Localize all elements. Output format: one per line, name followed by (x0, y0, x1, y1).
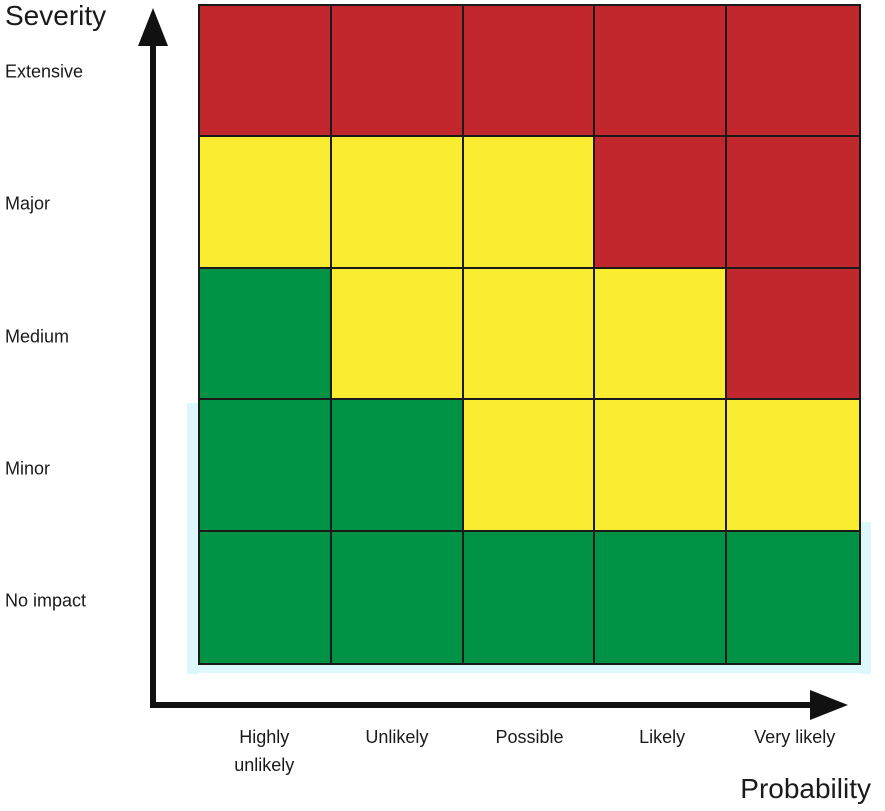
matrix-cell (200, 400, 332, 532)
matrix-cell (331, 6, 464, 138)
matrix-cell (200, 6, 332, 138)
matrix-grid (198, 4, 861, 665)
matrix-cell (727, 400, 859, 532)
matrix-cell (727, 531, 859, 663)
x-axis-label: Unlikely (365, 727, 429, 747)
matrix-cell (331, 400, 464, 532)
y-axis-title: Severity (5, 0, 107, 31)
cyan-halo-artifact (195, 665, 867, 673)
x-axis-label: Very likely (754, 727, 836, 747)
matrix-cell (727, 6, 859, 138)
matrix-cell (727, 268, 859, 401)
matrix-cell (200, 268, 332, 401)
cyan-halo-artifact (187, 403, 198, 674)
y-axis-line (150, 40, 156, 708)
matrix-cell (331, 137, 464, 269)
matrix-cell (200, 531, 332, 663)
y-axis-label: Extensive (5, 61, 84, 82)
matrix-cell (463, 400, 596, 532)
up-arrow-icon (138, 8, 168, 46)
right-arrow-icon (810, 690, 848, 720)
matrix-cell (595, 268, 728, 401)
matrix-cell (727, 137, 859, 269)
matrix-cell (200, 137, 332, 269)
x-axis-label: Likely (639, 727, 686, 747)
x-axis-line (150, 702, 810, 708)
matrix-cell (595, 531, 728, 663)
y-axis-label: No impact (5, 590, 87, 611)
matrix-cell (463, 6, 596, 138)
y-axis-label: Major (5, 193, 51, 214)
matrix-cell (595, 6, 728, 138)
matrix-cell (463, 268, 596, 401)
matrix-cell (331, 268, 464, 401)
y-axis-label: Minor (5, 458, 51, 479)
matrix-cell (463, 137, 596, 269)
x-axis-label: Highly unlikely (234, 727, 295, 775)
x-axis-title: Probability (740, 773, 871, 804)
matrix-cell (595, 137, 728, 269)
cyan-halo-artifact (861, 522, 871, 674)
y-axis-label: Medium (5, 326, 70, 346)
matrix-cell (595, 400, 728, 532)
matrix-cell (331, 531, 464, 663)
matrix-cell (463, 531, 596, 663)
x-axis-label: Possible (495, 727, 564, 747)
